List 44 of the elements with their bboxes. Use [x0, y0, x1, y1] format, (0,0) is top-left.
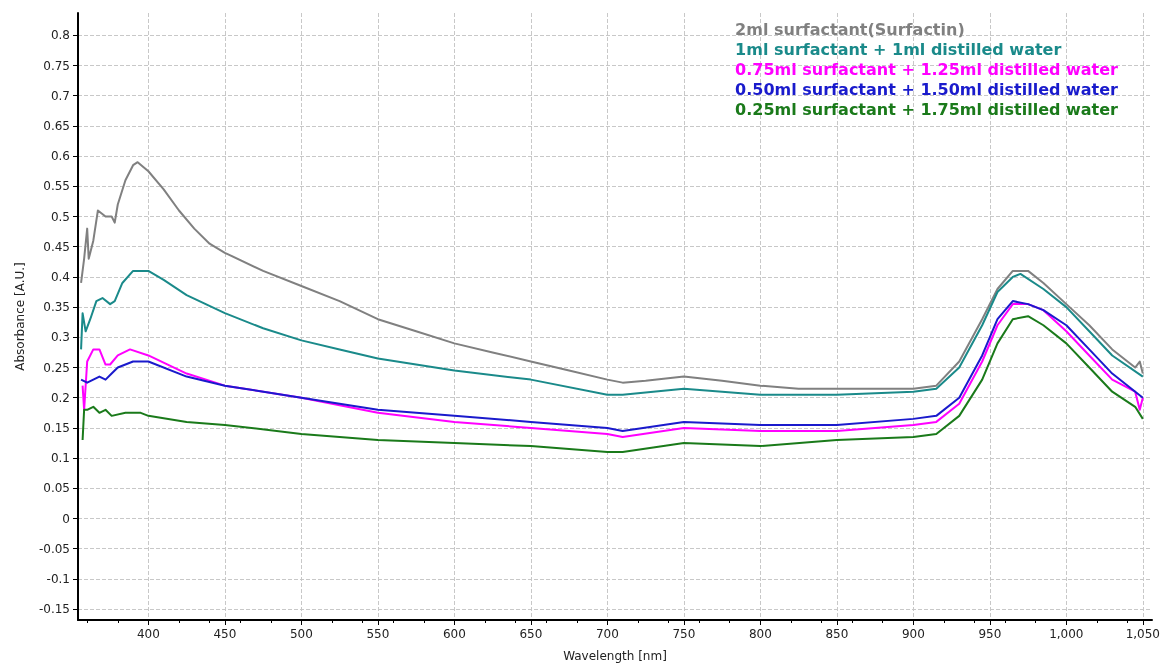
y-axis-title: Absorbance [A.U.]	[13, 262, 27, 371]
x-tick-label: 550	[366, 627, 390, 641]
y-tick-label: 0.75	[43, 58, 70, 73]
x-tick-label: 600	[442, 627, 466, 641]
y-tick-label: 0.2	[50, 390, 70, 405]
y-tick-label: 0.25	[43, 360, 70, 375]
x-tick-label: 650	[519, 627, 543, 641]
x-tick-label: 950	[978, 627, 1002, 641]
x-tick-label: 400	[136, 627, 160, 641]
x-tick-label: 1,050	[1125, 627, 1160, 641]
x-tick-label: 750	[672, 627, 696, 641]
y-tick-label: 0.35	[43, 300, 70, 315]
text: 2ml surfactant(Surfactin)	[735, 19, 965, 39]
y-tick-label: 0.05	[43, 481, 70, 496]
y-tick-label: 0	[62, 511, 70, 526]
y-tick-label: 0.7	[50, 88, 70, 103]
x-tick-label: 900	[901, 627, 925, 641]
text: 0.75ml surfactant + 1.25ml distilled water	[735, 59, 1119, 79]
y-tick-label: 0.5	[50, 209, 70, 224]
x-tick-label: 800	[748, 627, 772, 641]
y-tick-label: 0.15	[43, 420, 70, 435]
x-tick-label: 850	[825, 627, 849, 641]
text: 1ml surfactant + 1ml distilled water	[735, 39, 1062, 59]
y-tick-label: 0.8	[50, 28, 70, 43]
x-tick-label: 1,000	[1049, 627, 1084, 641]
y-tick-label: 0.65	[43, 118, 70, 133]
text: 0.25ml surfactant + 1.75ml distilled water	[735, 99, 1119, 119]
y-tick-label: 0.45	[43, 239, 70, 254]
line-series	[81, 315, 1144, 454]
y-tick-label: 0.3	[50, 330, 70, 345]
x-tick-label: 700	[595, 627, 619, 641]
y-tick-label: 0.1	[50, 451, 70, 466]
y-tick-label: 0.4	[50, 269, 70, 284]
y-tick-label: -0.15	[38, 602, 70, 617]
y-tick-label: 0.6	[50, 149, 70, 164]
y-tick-label: -0.1	[46, 571, 70, 586]
line-series	[80, 161, 1144, 390]
y-tick-label: 0.55	[43, 179, 70, 194]
y-tick-label: -0.05	[38, 541, 70, 556]
text: 0.50ml surfactant + 1.50ml distilled water	[735, 79, 1119, 99]
x-tick-label: 450	[213, 627, 237, 641]
x-axis-title: Wavelength [nm]	[563, 649, 667, 663]
line-series	[80, 269, 1144, 396]
x-tick-label: 500	[289, 627, 313, 641]
